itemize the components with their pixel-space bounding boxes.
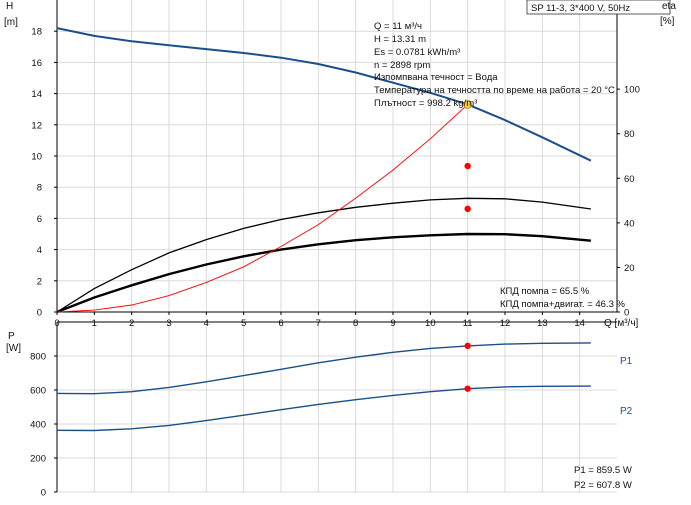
info-line-n: n = 2898 rpm: [374, 60, 430, 71]
x-tick-label: 8: [353, 318, 358, 329]
head-curve: [56, 27, 592, 162]
power-tick-label: 600: [30, 386, 46, 397]
y-right-tick-label: 0: [624, 308, 629, 319]
y-left-tick-label: 8: [37, 183, 42, 194]
right-axis-sub: [%]: [660, 16, 675, 27]
info-line-es: Es = 0.0781 kWh/m³: [374, 47, 460, 58]
efficiency-readout-pump: КПД помпа = 65.5 %: [500, 286, 590, 297]
y-left-tick-label: 14: [31, 89, 42, 100]
y-left-tick-label: 2: [37, 276, 42, 287]
x-tick-label: 7: [316, 318, 321, 329]
x-tick-label: 12: [500, 318, 511, 329]
power-tick-label: 800: [30, 352, 46, 363]
x-tick-label: 14: [574, 318, 585, 329]
total-efficiency-curve: [56, 232, 592, 314]
right-axis-unit: eta: [662, 1, 676, 12]
header-box: [526, 0, 671, 15]
left-axis-sub: [m]: [4, 17, 18, 28]
y-right-tick-label: 100: [624, 85, 640, 96]
x-tick-label: 9: [390, 318, 395, 329]
x-axis-label: Q [м³/ч]: [604, 318, 639, 329]
power-curve-p2: [56, 385, 591, 432]
grid-layer: [56, 0, 617, 493]
series-label-p2: P2: [620, 406, 633, 417]
x-tick-label: 2: [129, 318, 134, 329]
info-line-density: Плътност = 998.2 kg/m³: [374, 98, 477, 109]
axis-layer: 0 1 2 3 4 5 6 7 8 9 10 11 12 13 1402468101214161802040…: [30, 0, 640, 499]
y-right-tick-label: 60: [624, 174, 635, 185]
duty-point: [464, 162, 471, 170]
y-left-tick-label: 0: [37, 308, 42, 319]
power-tick-label: 0: [41, 488, 46, 499]
efficiency-readout-total: КПД помпа+двигат. = 46.3 %: [500, 299, 625, 310]
power-duty-point: [464, 342, 471, 350]
y-left-tick-label: 6: [37, 214, 42, 225]
y-right-tick-label: 80: [624, 129, 635, 140]
y-left-tick-label: 10: [31, 152, 42, 163]
y-left-tick-label: 18: [31, 27, 42, 38]
x-tick-label: 5: [241, 318, 246, 329]
y-left-tick-label: 12: [31, 120, 42, 131]
power-axis-unit: P: [8, 331, 15, 342]
power-curve-p1: [56, 342, 591, 395]
text-layer: SP 11-3, 3*400 V, 50Hz Q = 11 м³/ч H = 1…: [4, 0, 676, 491]
y-left-tick-label: 16: [31, 58, 42, 69]
pump-efficiency-curve: [56, 197, 591, 313]
series-label-p1: P1: [620, 356, 633, 367]
duty-point: [464, 205, 471, 213]
info-line-temperature: Температура на течността по време на раб…: [374, 85, 615, 96]
y-left-tick-label: 4: [37, 245, 42, 256]
left-axis-unit: H: [6, 1, 13, 12]
power-readout-p1: P1 = 859.5 W: [574, 465, 632, 476]
x-tick-label: 0: [54, 318, 59, 329]
x-tick-label: 3: [166, 318, 171, 329]
power-readout-p2: P2 = 607.8 W: [574, 480, 632, 491]
x-tick-label: 11: [463, 318, 473, 329]
system-curve: [56, 104, 469, 313]
info-line-h: H = 13.31 m: [374, 34, 426, 45]
x-tick-label: 1: [92, 318, 97, 329]
info-line-q: Q = 11 м³/ч: [374, 21, 422, 32]
x-tick-label: 4: [204, 318, 209, 329]
power-tick-label: 200: [30, 454, 46, 465]
power-tick-label: 400: [30, 420, 46, 431]
info-line-liquid: Изпомпвана течност = Вода: [374, 72, 498, 83]
power-axis-sub: [W]: [6, 343, 21, 354]
header-label: SP 11-3, 3*400 V, 50Hz: [531, 3, 630, 14]
series-layer: [56, 27, 592, 432]
x-tick-label: 10: [425, 318, 436, 329]
y-right-tick-label: 20: [624, 263, 635, 274]
y-right-tick-label: 40: [624, 218, 635, 229]
x-tick-label: 13: [537, 318, 548, 329]
power-duty-point: [464, 385, 471, 392]
x-tick-label: 6: [278, 318, 283, 329]
duty-point: [463, 99, 473, 109]
